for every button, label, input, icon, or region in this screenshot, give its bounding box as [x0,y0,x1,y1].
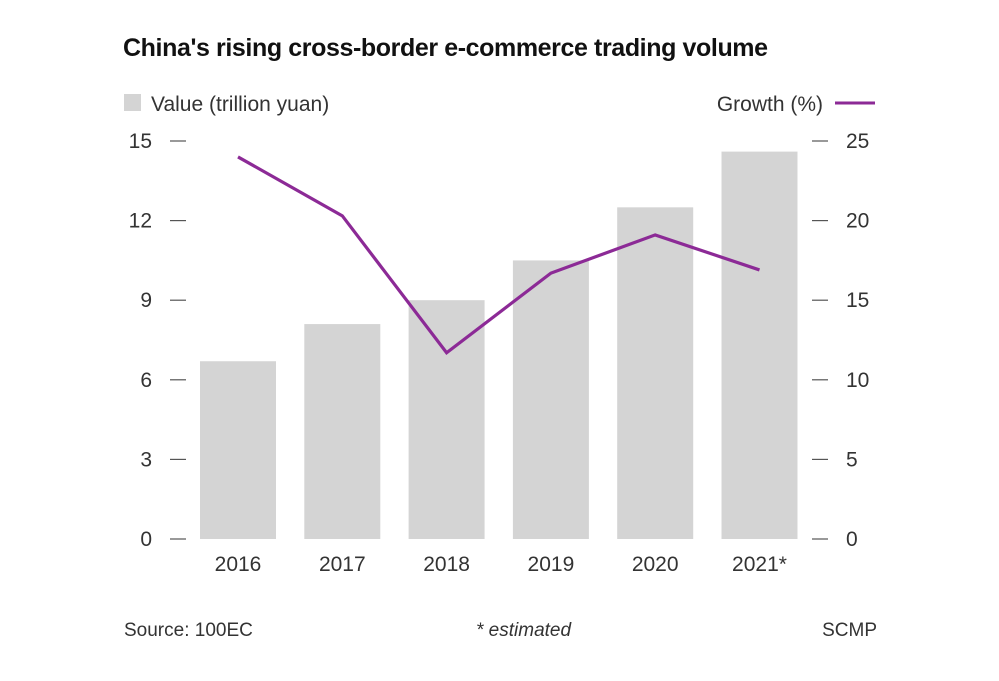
left-axis-tick-label: 3 [140,448,152,471]
left-axis: 0 3 6 9 12 15 [129,130,186,551]
legend: Value (trillion yuan) Growth (%) [124,93,875,116]
legend-bar-label: Value (trillion yuan) [151,93,329,116]
bar-2017 [304,324,381,539]
left-axis-tick-label: 6 [140,369,152,392]
right-axis-tick-label: 25 [846,130,869,153]
source-note: Source: 100EC [124,620,253,641]
growth-line-group [237,155,761,355]
x-axis-labels: 2016 2017 2018 2019 2020 2021* [215,553,787,576]
left-axis-tick-label: 12 [129,210,152,233]
bar-2018 [408,300,485,539]
right-axis-tick-label: 10 [846,369,869,392]
right-axis-tick-label: 0 [846,528,858,551]
bar-2016 [200,361,276,539]
x-tick-label: 2020 [632,553,679,576]
growth-line [237,155,761,355]
estimate-note: * estimated [476,620,572,641]
left-axis-tick-label: 15 [129,130,152,153]
x-tick-label: 2018 [423,553,470,576]
left-axis-tick-label: 0 [140,528,152,551]
x-tick-label: 2019 [528,553,575,576]
chart-title: China's rising cross-border e-commerce t… [123,34,768,62]
credit-label: SCMP [822,620,877,641]
x-tick-label: 2016 [215,553,262,576]
x-tick-label: 2021* [732,553,787,576]
legend-line-label: Growth (%) [717,93,823,116]
right-axis-tick-label: 15 [846,289,869,312]
right-axis-tick-label: 20 [846,210,869,233]
x-tick-label: 2017 [319,553,366,576]
right-axis-tick-label: 5 [846,448,858,471]
legend-bar-swatch [124,94,141,111]
bars [200,151,798,540]
bar-2020 [617,207,694,540]
right-axis: 0 5 10 15 20 25 [812,130,869,551]
bar-2021* [721,151,798,539]
left-axis-tick-label: 9 [140,289,152,312]
bar-2019 [512,260,589,539]
